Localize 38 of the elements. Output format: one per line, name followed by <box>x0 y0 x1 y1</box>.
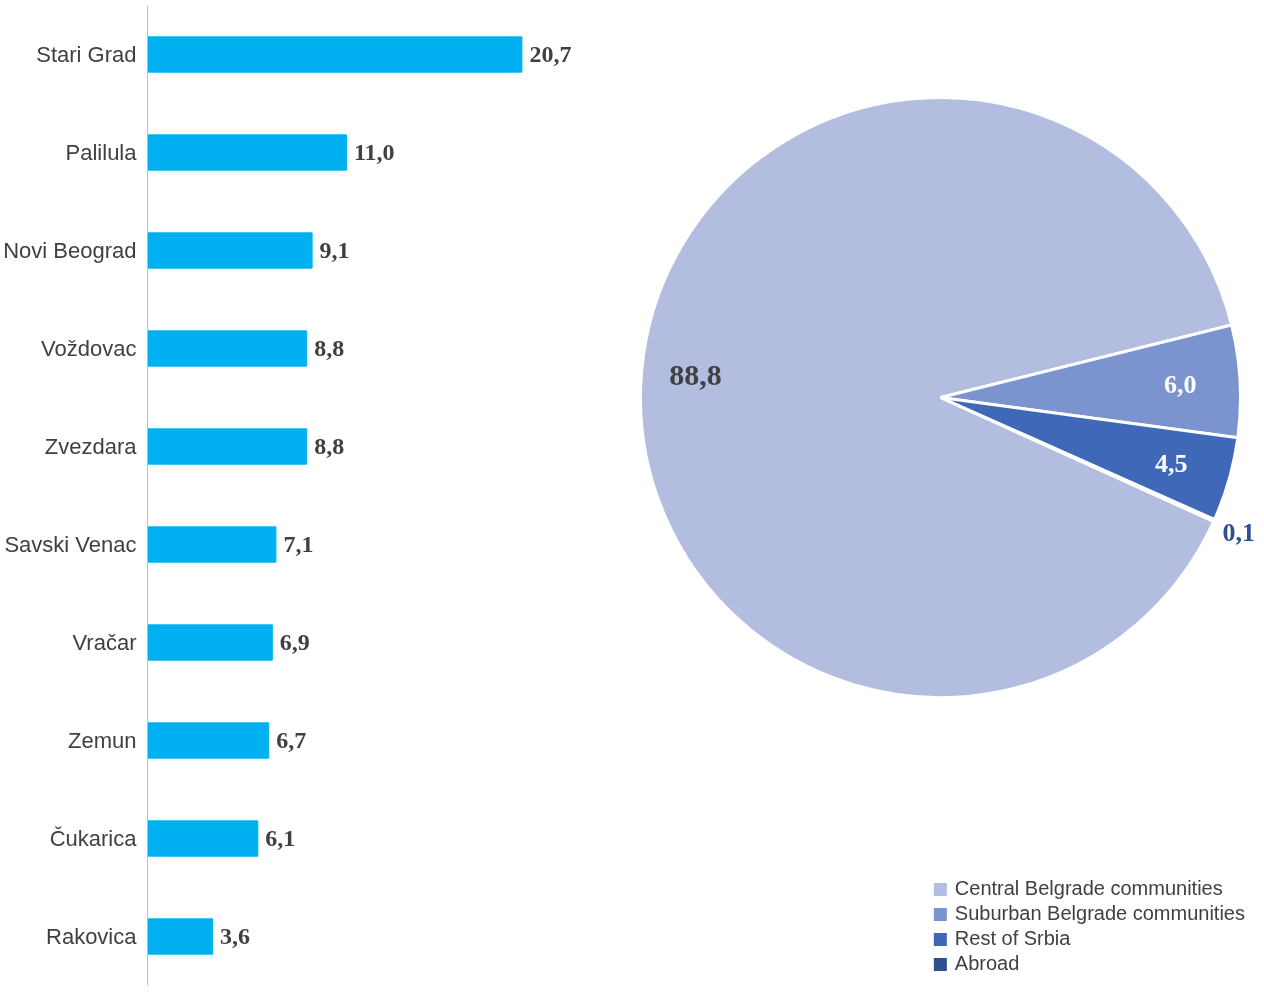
y-tick-label: Zemun <box>68 728 137 753</box>
y-tick-label: Vračar <box>72 630 137 655</box>
data-label: 6,9 <box>279 629 310 655</box>
y-tick-label: Čukarica <box>49 826 138 851</box>
bar <box>147 428 308 465</box>
y-tick-label: Palilula <box>65 140 138 165</box>
bar <box>147 820 259 857</box>
bar <box>147 722 270 759</box>
y-tick-label: Stari Grad <box>36 42 137 67</box>
bar <box>147 526 277 563</box>
bar <box>147 918 214 955</box>
data-label: 4,5 <box>1155 449 1188 478</box>
y-tick-label: Voždovac <box>41 336 137 361</box>
y-tick-label: Novi Beograd <box>3 238 137 263</box>
data-label: 0,1 <box>1222 517 1255 547</box>
y-tick-label: Rakovica <box>46 924 138 949</box>
bar <box>147 134 347 171</box>
data-label: 88,8 <box>669 357 722 391</box>
data-label: 6,7 <box>276 727 307 753</box>
bar <box>147 232 313 269</box>
legend-label: Abroad <box>954 952 1020 975</box>
legend-label: Rest of Srbia <box>954 927 1071 950</box>
data-label: 6,1 <box>265 825 296 851</box>
data-label: 9,1 <box>319 237 350 263</box>
legend-label: Central Belgrade communities <box>954 877 1223 900</box>
y-tick-label: Savski Venac <box>4 532 137 557</box>
y-tick-label: Zvezdara <box>44 434 138 459</box>
data-label: 8,8 <box>314 335 345 361</box>
data-label: 7,1 <box>283 531 314 557</box>
data-label: 6,0 <box>1163 369 1197 399</box>
legend-label: Suburban Belgrade communities <box>954 902 1245 925</box>
bar <box>147 36 523 73</box>
data-label: 20,7 <box>529 41 572 67</box>
data-label: 11,0 <box>353 139 395 165</box>
bar <box>147 330 308 367</box>
data-label: 3,6 <box>220 923 251 949</box>
bar <box>147 624 273 661</box>
data-label: 8,8 <box>314 433 345 459</box>
